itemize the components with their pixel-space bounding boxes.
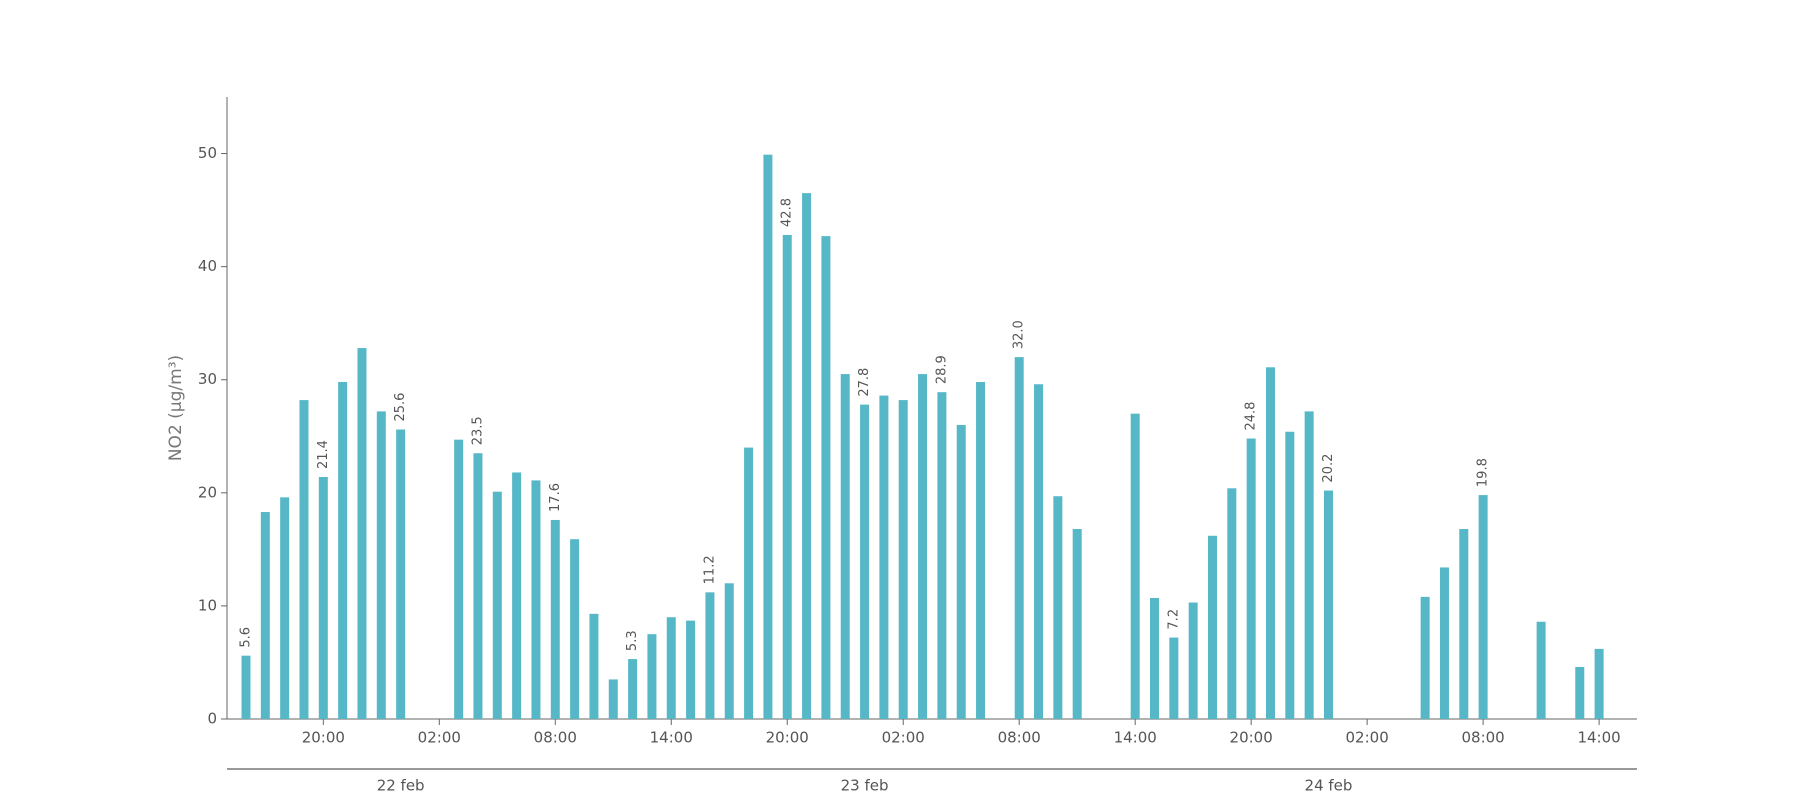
bar	[260, 512, 270, 719]
bar	[318, 476, 328, 719]
bar	[628, 659, 638, 719]
value-label: 20.2	[1321, 454, 1336, 483]
bar	[1227, 488, 1237, 719]
bar	[1034, 384, 1044, 719]
bar	[338, 381, 348, 719]
value-label: 11.2	[702, 555, 717, 584]
value-label: 5.6	[239, 627, 254, 648]
bar	[1420, 596, 1430, 719]
bar	[1246, 438, 1256, 719]
y-tick-label: 0	[207, 710, 217, 728]
bar	[724, 583, 734, 719]
bar	[396, 429, 406, 719]
bar	[763, 154, 773, 719]
bar	[1130, 413, 1140, 719]
value-label: 25.6	[393, 393, 408, 422]
bar	[840, 374, 850, 719]
bar	[512, 472, 522, 719]
y-tick-label: 50	[198, 144, 217, 162]
bar	[1014, 357, 1024, 719]
bar	[299, 400, 309, 719]
x-tick-label: 08:00	[998, 729, 1041, 747]
value-label: 23.5	[470, 416, 485, 445]
day-label: 23 feb	[841, 777, 889, 795]
value-label: 32.0	[1012, 320, 1027, 349]
y-tick-label: 40	[198, 257, 217, 275]
bar	[1285, 431, 1295, 719]
bar	[454, 439, 464, 719]
bar	[550, 519, 560, 719]
bar	[473, 453, 483, 719]
bar	[705, 592, 715, 719]
x-tick-label: 20:00	[1230, 729, 1273, 747]
bar	[492, 491, 502, 719]
bar	[744, 447, 754, 719]
y-tick-label: 10	[198, 596, 217, 614]
bar	[976, 381, 986, 719]
bar	[1304, 411, 1314, 719]
bar	[879, 395, 889, 719]
bar	[1072, 529, 1082, 719]
bar	[918, 374, 928, 719]
day-label: 24 feb	[1305, 777, 1353, 795]
bar	[1169, 637, 1179, 719]
bar	[376, 411, 386, 719]
bar	[1459, 529, 1469, 719]
x-tick-label: 14:00	[1577, 729, 1620, 747]
bar	[937, 392, 947, 719]
x-tick-label: 08:00	[534, 729, 577, 747]
bar	[821, 236, 831, 720]
day-label: 22 feb	[377, 777, 425, 795]
bar	[1323, 490, 1333, 719]
bar	[1053, 496, 1063, 719]
value-label: 19.8	[1476, 458, 1491, 487]
bar	[1208, 535, 1217, 719]
bar	[956, 424, 966, 719]
bar	[686, 620, 696, 719]
bar	[898, 400, 908, 719]
x-tick-label: 02:00	[418, 729, 461, 747]
bar	[531, 480, 541, 719]
bar	[241, 655, 251, 719]
bar	[782, 234, 792, 720]
bar	[1594, 648, 1604, 719]
bar	[860, 404, 870, 719]
value-label: 42.8	[780, 198, 795, 227]
x-tick-label: 08:00	[1462, 729, 1505, 747]
x-tick-label: 20:00	[766, 729, 809, 747]
bar	[357, 348, 367, 719]
bar	[666, 617, 676, 719]
bar	[1575, 666, 1585, 719]
value-label: 27.8	[857, 368, 872, 397]
y-tick-label: 20	[198, 483, 217, 501]
y-tick-label: 30	[198, 370, 217, 388]
value-label: 28.9	[934, 355, 949, 384]
bar	[1439, 567, 1449, 719]
bar	[589, 613, 599, 719]
bar	[1478, 495, 1488, 719]
x-tick-label: 14:00	[650, 729, 693, 747]
value-label: 21.4	[316, 440, 331, 469]
bar	[1536, 621, 1546, 719]
x-tick-label: 02:00	[1346, 729, 1389, 747]
bar	[1265, 367, 1275, 719]
bar	[570, 539, 580, 719]
bar	[280, 497, 290, 719]
bar	[1150, 597, 1160, 719]
x-tick-label: 20:00	[302, 729, 345, 747]
bar	[608, 679, 618, 719]
value-label: 17.6	[548, 483, 563, 512]
bar	[647, 634, 657, 719]
bar	[1188, 602, 1198, 719]
value-label: 5.3	[625, 630, 640, 651]
value-label: 7.2	[1166, 609, 1181, 630]
x-tick-label: 14:00	[1114, 729, 1157, 747]
y-axis-label: NO2 (μg/m³)	[166, 355, 186, 461]
bar	[802, 193, 812, 720]
x-tick-label: 02:00	[882, 729, 925, 747]
value-label: 24.8	[1244, 402, 1259, 431]
